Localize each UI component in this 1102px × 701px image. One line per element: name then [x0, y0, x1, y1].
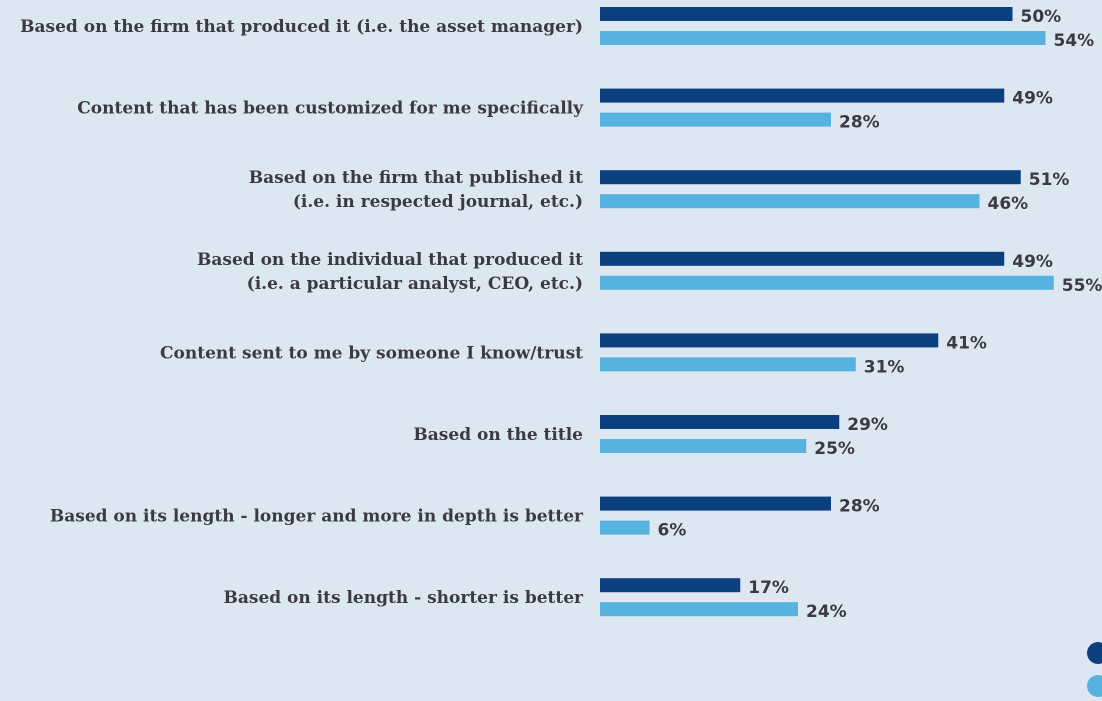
data-label: 55% — [1062, 276, 1102, 296]
category-label: (i.e. in respected journal, etc.) — [293, 192, 583, 212]
category-label: Based on its length - shorter is better — [223, 588, 584, 608]
category-group: Content sent to me by someone I know/tru… — [160, 333, 987, 377]
category-group: Based on its length - shorter is better 1… — [223, 578, 847, 622]
category-group: Based on the individual that produced it… — [197, 250, 1102, 296]
data-label: 46% — [988, 194, 1029, 214]
category-label: Content that has been customized for me … — [77, 99, 584, 119]
data-label: 6% — [658, 521, 687, 541]
data-label: 25% — [814, 439, 855, 459]
category-group: Based on the title 29% 25% — [413, 415, 888, 459]
category-label: Based on its length - longer and more in… — [50, 507, 584, 527]
bar-light — [600, 439, 807, 453]
bar-dark — [600, 7, 1013, 21]
data-label: 51% — [1029, 170, 1070, 190]
bar-light — [600, 112, 831, 127]
bar-light — [600, 31, 1046, 45]
data-label: 24% — [806, 602, 847, 622]
category-label: Based on the firm that produced it (i.e.… — [20, 17, 583, 37]
category-label: Based on the title — [413, 425, 583, 445]
category-group: Based on the firm that produced it (i.e.… — [20, 7, 1094, 51]
legend — [1087, 642, 1102, 697]
category-label: Based on the firm that published it — [249, 168, 583, 188]
legend-marker-light — [1087, 675, 1102, 697]
data-label: 31% — [864, 357, 905, 377]
category-label: Based on the individual that produced it — [197, 250, 583, 270]
bar-light — [600, 275, 1054, 290]
legend-marker-dark — [1087, 642, 1102, 664]
category-group: Based on its length - longer and more in… — [50, 496, 880, 541]
data-label: 41% — [946, 333, 987, 353]
data-label: 49% — [1012, 89, 1053, 109]
bar-dark — [600, 88, 1005, 103]
category-label: Content sent to me by someone I know/tru… — [160, 343, 583, 363]
bar-light — [600, 194, 980, 209]
category-group: Content that has been customized for me … — [77, 88, 1053, 133]
bar-dark — [600, 251, 1005, 266]
bar-dark — [600, 415, 840, 429]
data-label: 49% — [1012, 252, 1053, 272]
bar-dark — [600, 170, 1021, 185]
bar-light — [600, 357, 856, 372]
data-label: 50% — [1021, 7, 1062, 27]
data-label: 28% — [839, 497, 880, 517]
data-label: 17% — [748, 578, 789, 598]
data-label: 29% — [847, 415, 888, 435]
bar-dark — [600, 578, 741, 593]
data-label: 54% — [1054, 31, 1095, 51]
bar-light — [600, 520, 650, 535]
bar-light — [600, 602, 798, 617]
data-label: 28% — [839, 113, 880, 133]
category-group: Based on the firm that published it (i.e.… — [249, 168, 1070, 214]
category-label: (i.e. a particular analyst, CEO, etc.) — [247, 274, 583, 294]
bar-dark — [600, 333, 939, 348]
bar-dark — [600, 496, 831, 511]
